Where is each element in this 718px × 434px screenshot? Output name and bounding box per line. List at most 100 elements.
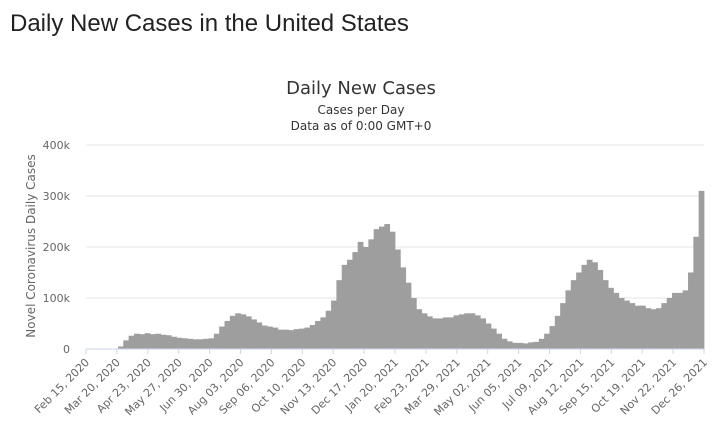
bar: [139, 334, 145, 349]
bar: [475, 315, 481, 349]
bar: [193, 339, 199, 349]
bar: [550, 326, 556, 349]
bar: [534, 342, 540, 349]
bar: [315, 321, 321, 349]
bar: [256, 322, 262, 349]
bar: [272, 328, 278, 349]
bar: [134, 334, 140, 349]
bar: [576, 273, 582, 350]
bar: [486, 324, 492, 350]
bar: [310, 325, 316, 349]
bar: [262, 326, 268, 349]
bar: [438, 318, 444, 349]
bar: [539, 339, 545, 349]
bar: [235, 313, 241, 349]
bar: [624, 301, 630, 349]
bar: [294, 329, 300, 349]
bar: [432, 318, 438, 349]
bar: [331, 301, 337, 349]
bar: [496, 334, 502, 349]
bar: [267, 327, 273, 349]
bar: [454, 315, 460, 349]
bar: [411, 298, 417, 349]
bar: [209, 338, 215, 349]
bar: [374, 229, 380, 349]
bar: [145, 333, 151, 349]
bar: [363, 247, 369, 349]
chart-subtitle-data-as-of: Data as of 0:00 GMT+0: [291, 119, 432, 133]
bar: [379, 227, 385, 349]
bar: [150, 334, 156, 349]
x-tick-label: Dec 26, 2021: [649, 356, 710, 417]
bar: [470, 313, 476, 349]
bar: [422, 313, 428, 349]
y-tick-label: 400k: [43, 139, 71, 152]
bar: [608, 288, 614, 349]
bar: [587, 260, 593, 349]
bar: [400, 267, 406, 349]
bar: [390, 232, 396, 349]
bar: [187, 339, 193, 349]
bar: [278, 330, 284, 349]
bar: [603, 280, 609, 349]
bar: [672, 293, 678, 349]
bar: [342, 265, 348, 349]
bar: [629, 303, 635, 349]
bar: [352, 252, 358, 349]
bar: [592, 262, 598, 349]
bar: [613, 293, 619, 349]
bar: [288, 330, 294, 349]
bar: [123, 340, 129, 349]
bar: [507, 341, 513, 349]
bar: [182, 338, 188, 349]
bar: [693, 237, 699, 349]
y-axis-label: Novel Coronavirus Daily Cases: [24, 154, 38, 337]
bar: [565, 290, 571, 349]
y-tick-label: 100k: [43, 292, 71, 305]
bar: [448, 317, 454, 349]
bar: [214, 334, 220, 349]
bar: [528, 342, 534, 349]
bar: [480, 318, 486, 349]
bar: [320, 317, 326, 349]
bars-group: [107, 191, 704, 349]
y-tick-label: 200k: [43, 241, 71, 254]
bar: [683, 290, 689, 349]
bar: [336, 280, 342, 349]
bar: [544, 334, 550, 349]
chart-subtitle-cases-per-day: Cases per Day: [318, 103, 405, 117]
bar: [645, 308, 651, 349]
bar: [384, 224, 390, 349]
bar: [677, 293, 683, 349]
bar: [219, 327, 225, 349]
bar: [129, 336, 135, 349]
bar: [555, 316, 561, 349]
y-tick-label: 300k: [43, 190, 71, 203]
bar: [635, 306, 641, 349]
bar: [299, 329, 305, 349]
bar: [198, 339, 204, 349]
bar: [443, 317, 449, 349]
bar: [502, 339, 508, 349]
bar: [661, 303, 667, 349]
bar: [161, 335, 167, 349]
bar: [688, 273, 694, 350]
chart-title: Daily New Cases: [286, 78, 436, 99]
bar: [571, 280, 577, 349]
bar: [640, 306, 646, 349]
bar: [368, 239, 374, 349]
y-tick-label: 0: [63, 343, 70, 356]
bar: [155, 334, 161, 349]
bar: [406, 283, 412, 349]
bar: [581, 265, 587, 349]
bar: [416, 309, 422, 349]
bar: [358, 242, 364, 349]
bar: [395, 250, 401, 349]
bar: [166, 335, 172, 349]
bar: [619, 298, 625, 349]
bar: [246, 316, 252, 349]
bar: [512, 343, 518, 349]
bar: [171, 337, 177, 349]
